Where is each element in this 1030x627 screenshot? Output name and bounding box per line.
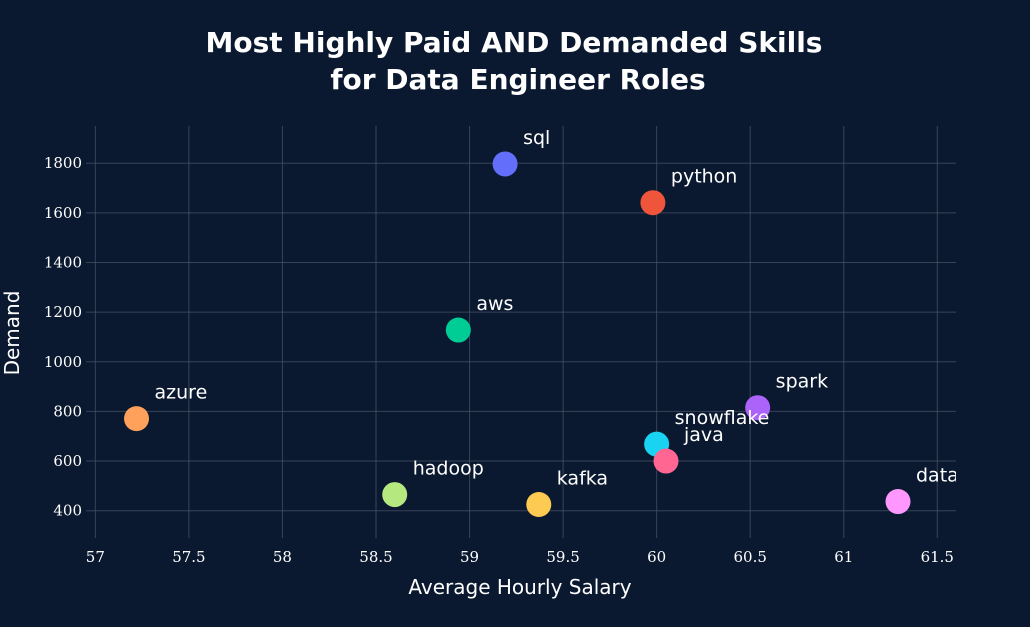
point-label-azure: azure bbox=[155, 382, 208, 404]
y-tick-label: 600 bbox=[53, 452, 82, 470]
y-tick-label: 1400 bbox=[44, 254, 82, 272]
data-point-databricks bbox=[885, 489, 911, 515]
data-point-hadoop bbox=[382, 482, 408, 508]
point-label-sql: sql bbox=[523, 127, 550, 149]
x-tick-label: 61.5 bbox=[921, 548, 954, 566]
point-label-hadoop: hadoop bbox=[413, 458, 484, 480]
y-tick-label: 400 bbox=[53, 502, 82, 520]
x-tick-label: 61 bbox=[834, 548, 853, 566]
y-tick-label: 1000 bbox=[44, 353, 82, 371]
data-point-azure bbox=[124, 406, 150, 432]
point-label-aws: aws bbox=[476, 293, 513, 315]
y-tick-label: 1200 bbox=[44, 303, 82, 321]
y-tick-label: 1600 bbox=[44, 204, 82, 222]
x-tick-label: 58 bbox=[273, 548, 292, 566]
x-axis-label: Average Hourly Salary bbox=[408, 575, 631, 599]
point-label-python: python bbox=[671, 166, 737, 188]
point-label-kafka: kafka bbox=[557, 467, 608, 489]
chart-subtitle: for Data Engineer Roles bbox=[330, 63, 705, 96]
point-label-spark: spark bbox=[776, 371, 828, 393]
x-tick-label: 57 bbox=[86, 548, 105, 566]
x-tick-label: 59 bbox=[460, 548, 479, 566]
data-point-aws bbox=[445, 317, 471, 343]
point-label-java: java bbox=[683, 424, 724, 446]
data-point-python bbox=[640, 190, 666, 216]
x-tick-label: 58.5 bbox=[359, 548, 392, 566]
axis-ticks: 57 57.5 58 58.5 59 59.5 60 60.5 61 61.5 400 600 800 1… bbox=[44, 154, 954, 566]
data-point-java bbox=[653, 448, 679, 474]
x-tick-label: 57.5 bbox=[172, 548, 205, 566]
x-tick-label: 60 bbox=[647, 548, 666, 566]
point-label-databricks: databricks bbox=[916, 465, 1015, 487]
point-label-snowflake: snowflake bbox=[675, 407, 770, 429]
y-tick-label: 800 bbox=[53, 402, 82, 420]
y-axis-label: Demand bbox=[0, 291, 24, 376]
data-point-kafka bbox=[526, 491, 552, 517]
data-point-sql bbox=[492, 151, 518, 177]
data-point-spark bbox=[745, 395, 771, 421]
y-tick-label: 1800 bbox=[44, 154, 82, 172]
grid bbox=[86, 126, 956, 538]
chart-title: Most Highly Paid AND Demanded Skills bbox=[206, 26, 823, 59]
x-tick-label: 59.5 bbox=[546, 548, 579, 566]
x-tick-label: 60.5 bbox=[733, 548, 766, 566]
